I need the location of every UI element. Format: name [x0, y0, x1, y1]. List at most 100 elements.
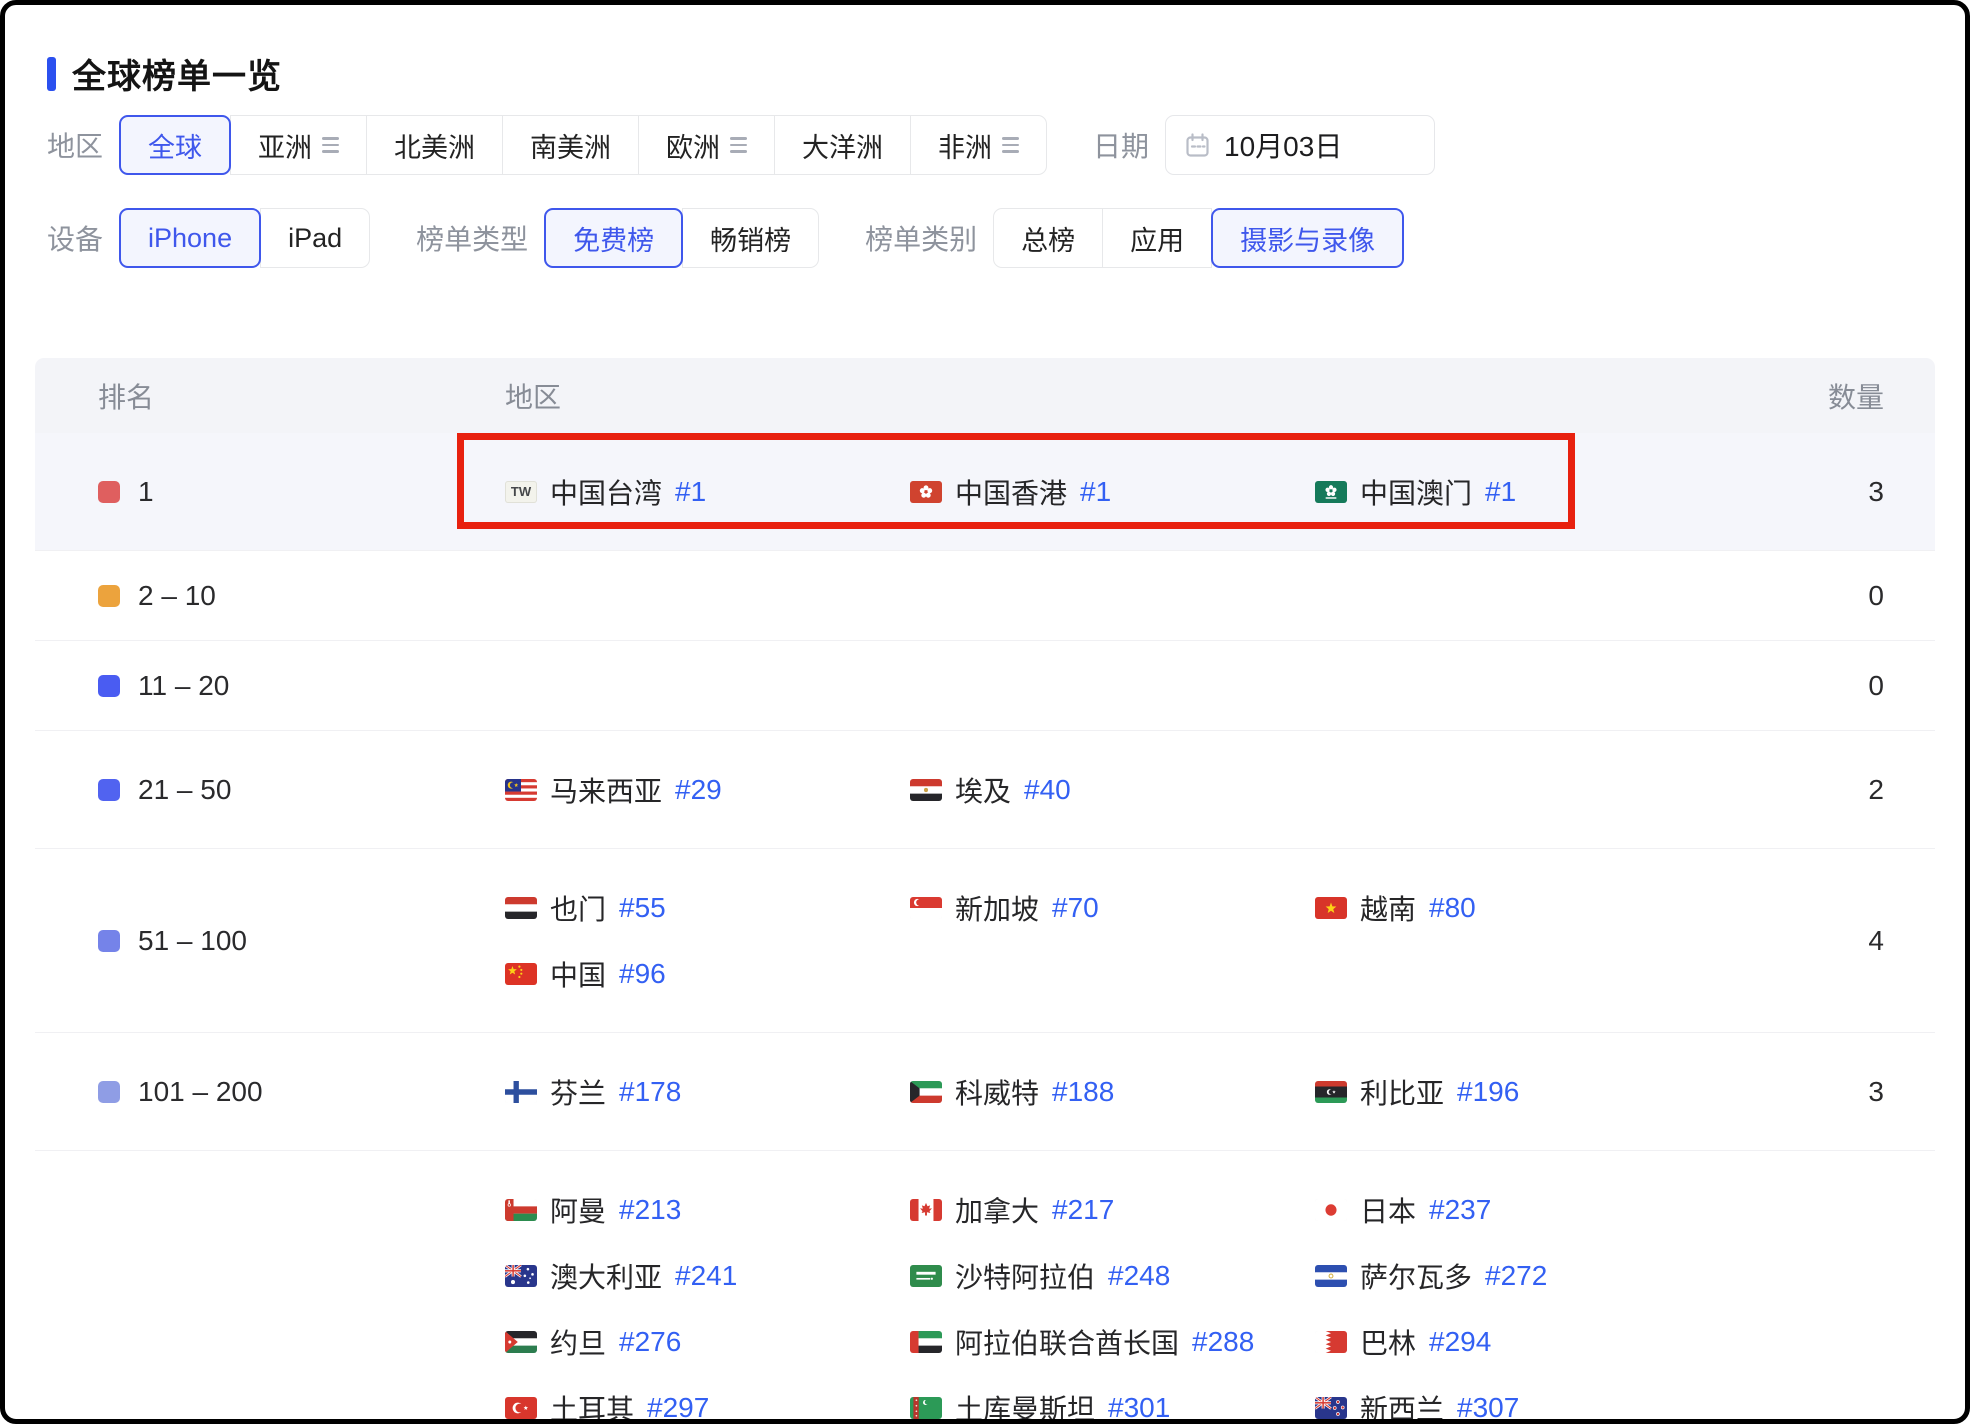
region-slot: 中国澳门 #1	[1315, 466, 1720, 518]
region-rank-link[interactable]: #288	[1192, 1326, 1255, 1357]
region-name: 越南	[1360, 893, 1417, 925]
device-option-label: iPhone	[148, 222, 233, 253]
rank-color-swatch	[98, 674, 120, 697]
region-slot: 中国香港 #1	[910, 466, 1315, 518]
region-option-3[interactable]: 南美洲	[502, 115, 640, 175]
category-filter-label: 榜单类别	[865, 224, 978, 255]
device-option-0[interactable]: iPhone	[119, 208, 262, 268]
category-option-1[interactable]: 应用	[1102, 208, 1213, 268]
region-item: 科威特 #188	[910, 1072, 1114, 1112]
flag-sv-icon	[1315, 1265, 1347, 1287]
region-option-6[interactable]: 非洲	[910, 115, 1048, 175]
flag-eg-icon	[910, 778, 942, 801]
region-option-0[interactable]: 全球	[119, 115, 232, 175]
flag-au-icon	[505, 1265, 537, 1287]
rank-range-label: 11 – 20	[138, 669, 230, 701]
region-option-4[interactable]: 欧洲	[638, 115, 776, 175]
region-slot: 巴林 #294	[1315, 1316, 1720, 1368]
rank-color-swatch	[98, 778, 120, 801]
region-slot: 阿曼 #213	[505, 1184, 910, 1236]
device-filter-label: 设备	[47, 224, 104, 255]
region-rank-link[interactable]: #297	[647, 1392, 710, 1423]
region-name: 萨尔瓦多	[1360, 1262, 1473, 1293]
region-slot: 日本 #237	[1315, 1184, 1720, 1236]
region-item: 土耳其 #297	[505, 1388, 710, 1423]
region-rank-link[interactable]: #1	[675, 475, 707, 507]
flag-my-icon	[505, 778, 537, 801]
device-option-label: iPad	[288, 222, 343, 253]
region-item: 巴林 #294	[1315, 1322, 1491, 1362]
region-rank-link[interactable]: #213	[619, 1194, 682, 1225]
list-type-option-1[interactable]: 畅销榜	[682, 208, 820, 268]
table-row: 1 TW 中国台湾 #1 中国香港 #1 中国澳门 #1 3	[35, 433, 1935, 551]
region-item: 埃及 #40	[910, 770, 1071, 810]
region-option-label: 全球	[148, 132, 203, 163]
menu-icon	[730, 137, 748, 153]
flag-vn-icon	[1315, 896, 1347, 919]
region-item: 利比亚 #196	[1315, 1072, 1519, 1112]
region-option-5[interactable]: 大洋洲	[774, 115, 912, 175]
column-header-count: 数量	[1827, 381, 1884, 413]
category-option-label: 摄影与录像	[1240, 225, 1376, 256]
category-option-2[interactable]: 摄影与录像	[1211, 208, 1405, 268]
date-picker[interactable]: 10月03日	[1165, 115, 1436, 175]
region-name: 日本	[1360, 1196, 1417, 1227]
region-item: 中国香港 #1	[910, 472, 1111, 512]
table-row: 11 – 20 0	[35, 641, 1935, 731]
region-option-2[interactable]: 北美洲	[366, 115, 504, 175]
region-rank-link[interactable]: #237	[1429, 1194, 1492, 1225]
region-item: 阿拉伯联合酋长国 #288	[910, 1322, 1254, 1362]
region-rank-link[interactable]: #294	[1429, 1326, 1492, 1357]
regions-cell: 阿曼 #213 加拿大 #217 日本 #237 澳大利亚 #241 沙特阿拉伯 #248 萨尔瓦多…	[505, 1184, 1720, 1423]
region-rank-link[interactable]: #55	[619, 891, 666, 923]
region-rank-link[interactable]: #188	[1052, 1075, 1115, 1107]
title-accent-bar	[47, 56, 56, 91]
region-slot: 芬兰 #178	[505, 1066, 910, 1118]
region-rank-link[interactable]: #96	[619, 957, 666, 989]
region-name: 中国	[550, 959, 607, 991]
region-rank-link[interactable]: #272	[1485, 1260, 1548, 1291]
region-rank-link[interactable]: #196	[1457, 1075, 1520, 1107]
rank-cell: 21 – 50	[98, 774, 505, 806]
region-option-1[interactable]: 亚洲	[230, 115, 368, 175]
region-rank-link[interactable]: #178	[619, 1075, 682, 1107]
flag-ly-icon	[1315, 1080, 1347, 1103]
rank-cell: 2 – 10	[98, 580, 505, 612]
region-rank-link[interactable]: #217	[1052, 1194, 1115, 1225]
region-rank-link[interactable]: #1	[1485, 475, 1517, 507]
region-rank-link[interactable]: #40	[1024, 773, 1071, 805]
region-slot: TW 中国台湾 #1	[505, 466, 910, 518]
region-item: 也门 #55	[505, 888, 666, 928]
region-rank-link[interactable]: #80	[1429, 891, 1476, 923]
table-header-row: 排名 地区 数量	[35, 358, 1935, 433]
count-cell: 3	[1868, 1075, 1884, 1107]
flag-fi-icon	[505, 1080, 537, 1103]
regions-cell: 芬兰 #178 科威特 #188 利比亚 #196	[505, 1066, 1720, 1118]
region-rank-link[interactable]: #1	[1080, 475, 1112, 507]
category-option-0[interactable]: 总榜	[993, 208, 1104, 268]
region-rank-link[interactable]: #301	[1108, 1392, 1171, 1423]
region-name: 科威特	[955, 1077, 1040, 1109]
flag-om-icon	[505, 1199, 537, 1221]
list-type-filter-label: 榜单类型	[416, 224, 529, 255]
region-filter-label: 地区	[47, 131, 104, 162]
region-rank-link[interactable]: #29	[675, 773, 722, 805]
region-name: 阿拉伯联合酋长国	[955, 1328, 1180, 1359]
region-rank-link[interactable]: #70	[1052, 891, 1099, 923]
region-item: 萨尔瓦多 #272	[1315, 1256, 1547, 1296]
rank-range-label: 2 – 10	[138, 579, 216, 611]
region-rank-link[interactable]: #307	[1457, 1392, 1520, 1423]
device-option-1[interactable]: iPad	[260, 208, 371, 268]
region-option-label: 亚洲	[258, 132, 313, 163]
regions-cell: TW 中国台湾 #1 中国香港 #1 中国澳门 #1	[505, 466, 1720, 518]
rank-cell: 11 – 20	[98, 670, 505, 702]
region-rank-link[interactable]: #276	[619, 1326, 682, 1357]
region-name: 中国台湾	[550, 477, 663, 509]
region-slot: 埃及 #40	[910, 764, 1315, 816]
region-rank-link[interactable]: #248	[1108, 1260, 1171, 1291]
rank-color-swatch	[98, 929, 120, 952]
region-name: 加拿大	[955, 1196, 1040, 1227]
rank-range-label: 51 – 100	[138, 924, 247, 956]
region-rank-link[interactable]: #241	[675, 1260, 738, 1291]
list-type-option-0[interactable]: 免费榜	[544, 208, 684, 268]
